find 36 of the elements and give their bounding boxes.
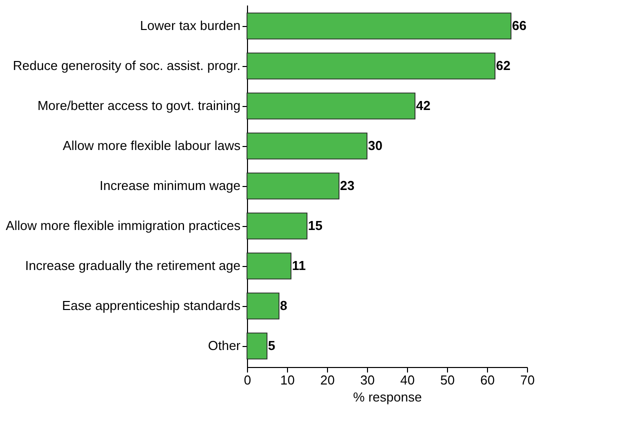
bar (246, 252, 292, 280)
bar (246, 92, 416, 120)
x-tick-label: 30 (360, 372, 375, 388)
data-label: 8 (280, 298, 288, 313)
x-axis-title: % response (353, 390, 422, 404)
bar (246, 52, 496, 80)
y-tick-label: Reduce generosity of soc. assist. progr. (12, 58, 240, 73)
x-tick-label: 10 (280, 372, 295, 388)
x-tick-label: 50 (440, 372, 455, 388)
bar (246, 292, 280, 320)
x-tick-label: 0 (244, 372, 252, 388)
y-tick-label: Allow more flexible labour laws (62, 138, 241, 153)
data-label: 66 (512, 18, 526, 33)
bar (246, 12, 512, 40)
x-tick-label: 40 (400, 372, 415, 388)
x-tick-label: 20 (320, 372, 335, 388)
y-tick-label: Increase gradually the retirement age (25, 258, 240, 273)
y-tick-label: Allow more flexible immigration practices (6, 218, 241, 233)
bar (246, 172, 340, 200)
data-label: 5 (268, 338, 276, 353)
data-label: 11 (292, 258, 306, 273)
bar (246, 212, 308, 240)
x-tick-label: 60 (480, 372, 495, 388)
y-tick-label: Ease apprenticeship standards (62, 298, 241, 313)
data-label: 62 (496, 58, 510, 73)
data-label: 42 (416, 98, 430, 113)
data-label: 15 (308, 218, 322, 233)
y-tick-label: More/better access to govt. training (37, 98, 240, 113)
data-label: 23 (340, 178, 354, 193)
y-tick-label: Increase minimum wage (100, 178, 240, 193)
bar (246, 332, 268, 360)
data-label: 30 (368, 138, 382, 153)
y-tick-label: Lower tax burden (140, 18, 240, 33)
x-tick-label: 70 (520, 372, 535, 388)
bar (246, 132, 368, 160)
y-tick-label: Other (208, 338, 242, 353)
